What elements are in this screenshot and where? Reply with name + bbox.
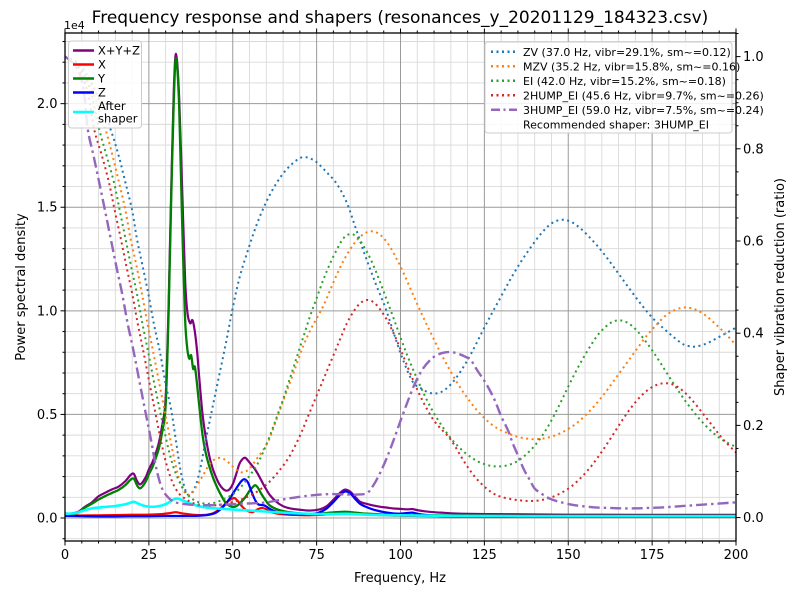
series-3hump_ei-curve [64, 55, 737, 510]
y-axis-offset-label: 1e4 [64, 19, 85, 32]
x-tick-label: 125 [472, 548, 497, 563]
y-right-tick-label: 0.0 [743, 511, 764, 526]
x-axis-label: Frequency, Hz [354, 571, 446, 586]
x-tick-label: 50 [224, 548, 241, 563]
series-2hump_ei-curve [64, 55, 737, 507]
legend-left-box [68, 40, 142, 129]
y-right-tick-label: 0.8 [743, 142, 764, 157]
x-tick-label: 0 [61, 548, 69, 563]
y-right-tick-label: 0.4 [743, 327, 764, 342]
y-left-tick-label: 0.0 [37, 512, 58, 527]
legend-right-label: 2HUMP_EI (45.6 Hz, vibr=9.7%, sm~=0.26) [523, 89, 764, 102]
y-axis-left-label: Power spectral density [14, 213, 29, 361]
series-x+y+z-curve [64, 52, 736, 517]
y-right-tick-label: 1.0 [743, 50, 764, 65]
series-after-shaper-curve [64, 497, 736, 518]
y-left-tick-label: 1.5 [37, 201, 58, 216]
y-right-tick-label: 0.6 [743, 234, 764, 249]
plot-curves [64, 52, 737, 518]
legend-left-label: Y [97, 72, 106, 86]
legend-left-label: After [98, 99, 126, 113]
series-mzv-curve [64, 55, 737, 497]
y-left-tick-label: 1.0 [37, 304, 58, 319]
legend-recommended-note: Recommended shaper: 3HUMP_EI [523, 118, 709, 131]
x-tick-label: 75 [308, 548, 325, 563]
legend-left-label: X [98, 58, 106, 72]
legend-right-box [484, 41, 733, 134]
series-zv-curve [64, 55, 737, 496]
legend-right: ZV (37.0 Hz, vibr=29.1%, sm~=0.12)MZV (3… [484, 41, 764, 134]
legend-left-label: X+Y+Z [98, 44, 140, 58]
legend-right-label: 3HUMP_EI (59.0 Hz, vibr=7.5%, sm~=0.24) [523, 104, 764, 117]
legend-left-label: Z [98, 86, 106, 100]
tick-labels: 0 25 50 75 100 125 150 175 200 0.0 0.5 1.0 1.5 2.0 0.0… [37, 50, 764, 563]
axes-frame [60, 28, 741, 546]
x-tick-label: 100 [388, 548, 413, 563]
x-tick-label: 200 [724, 548, 749, 563]
chart-title: Frequency response and shapers (resonanc… [92, 8, 709, 28]
legend-left-label: shaper [98, 111, 138, 125]
series-ei-curve [64, 55, 737, 505]
legend-right-label: MZV (35.2 Hz, vibr=15.8%, sm~=0.16) [523, 60, 740, 73]
y-axis-right-label: Shaper vibration reduction (ratio) [773, 178, 788, 396]
x-tick-label: 25 [141, 548, 158, 563]
y-left-tick-label: 0.5 [37, 408, 58, 423]
legend-right-label: ZV (37.0 Hz, vibr=29.1%, sm~=0.12) [523, 46, 731, 59]
legend-right-label: EI (42.0 Hz, vibr=15.2%, sm~=0.18) [523, 75, 726, 88]
x-tick-label: 150 [556, 548, 581, 563]
y-left-tick-label: 2.0 [37, 97, 58, 112]
x-tick-label: 175 [640, 548, 665, 563]
legend-right-items: ZV (37.0 Hz, vibr=29.1%, sm~=0.12)MZV (3… [491, 46, 764, 131]
y-right-tick-label: 0.2 [743, 419, 764, 434]
